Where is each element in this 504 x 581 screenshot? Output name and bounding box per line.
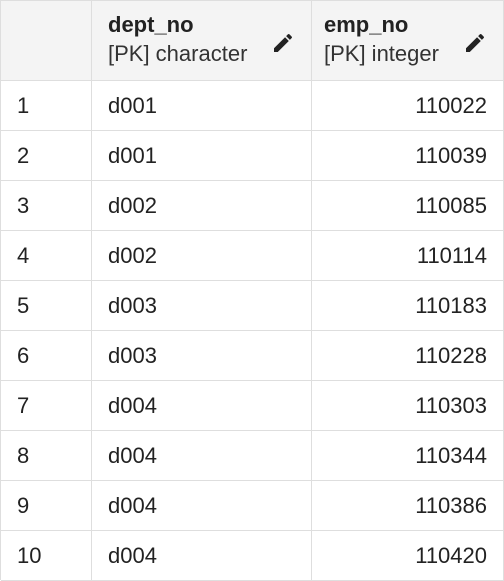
table-row[interactable]: 10 d004 110420: [1, 531, 504, 581]
column-header-emp-no[interactable]: emp_no [PK] integer: [312, 1, 504, 80]
row-number[interactable]: 5: [1, 281, 92, 330]
table-row[interactable]: 6 d003 110228: [1, 331, 504, 381]
table-row[interactable]: 5 d003 110183: [1, 281, 504, 331]
column-type: [PK] character: [108, 41, 248, 66]
cell-emp-no[interactable]: 110344: [312, 431, 504, 480]
table-row[interactable]: 8 d004 110344: [1, 431, 504, 481]
cell-emp-no[interactable]: 110039: [312, 131, 504, 180]
row-number[interactable]: 3: [1, 181, 92, 230]
cell-emp-no[interactable]: 110114: [312, 231, 504, 280]
column-header-dept-no[interactable]: dept_no [PK] character: [92, 1, 312, 80]
row-number[interactable]: 4: [1, 231, 92, 280]
cell-emp-no[interactable]: 110228: [312, 331, 504, 380]
column-name: emp_no: [324, 12, 409, 37]
table-row[interactable]: 4 d002 110114: [1, 231, 504, 281]
cell-dept-no[interactable]: d003: [92, 281, 312, 330]
cell-emp-no[interactable]: 110420: [312, 531, 504, 580]
row-number[interactable]: 6: [1, 331, 92, 380]
column-name: dept_no: [108, 12, 194, 37]
row-number[interactable]: 10: [1, 531, 92, 580]
cell-dept-no[interactable]: d001: [92, 81, 312, 130]
cell-dept-no[interactable]: d004: [92, 381, 312, 430]
cell-emp-no[interactable]: 110303: [312, 381, 504, 430]
cell-emp-no[interactable]: 110085: [312, 181, 504, 230]
cell-dept-no[interactable]: d002: [92, 231, 312, 280]
cell-emp-no[interactable]: 110022: [312, 81, 504, 130]
row-number[interactable]: 7: [1, 381, 92, 430]
cell-dept-no[interactable]: d003: [92, 331, 312, 380]
cell-dept-no[interactable]: d002: [92, 181, 312, 230]
pencil-icon[interactable]: [463, 31, 487, 55]
cell-dept-no[interactable]: d001: [92, 131, 312, 180]
row-number-header[interactable]: [1, 1, 92, 80]
table-row[interactable]: 3 d002 110085: [1, 181, 504, 231]
row-number[interactable]: 9: [1, 481, 92, 530]
row-number[interactable]: 2: [1, 131, 92, 180]
header-row: dept_no [PK] character emp_no [PK] integ…: [1, 1, 504, 81]
cell-emp-no[interactable]: 110183: [312, 281, 504, 330]
table-row[interactable]: 7 d004 110303: [1, 381, 504, 431]
column-type: [PK] integer: [324, 41, 439, 66]
cell-dept-no[interactable]: d004: [92, 431, 312, 480]
cell-dept-no[interactable]: d004: [92, 481, 312, 530]
table-row[interactable]: 2 d001 110039: [1, 131, 504, 181]
row-number[interactable]: 1: [1, 81, 92, 130]
pencil-icon[interactable]: [271, 31, 295, 55]
table-row[interactable]: 1 d001 110022: [1, 81, 504, 131]
cell-emp-no[interactable]: 110386: [312, 481, 504, 530]
cell-dept-no[interactable]: d004: [92, 531, 312, 580]
table-row[interactable]: 9 d004 110386: [1, 481, 504, 531]
row-number[interactable]: 8: [1, 431, 92, 480]
